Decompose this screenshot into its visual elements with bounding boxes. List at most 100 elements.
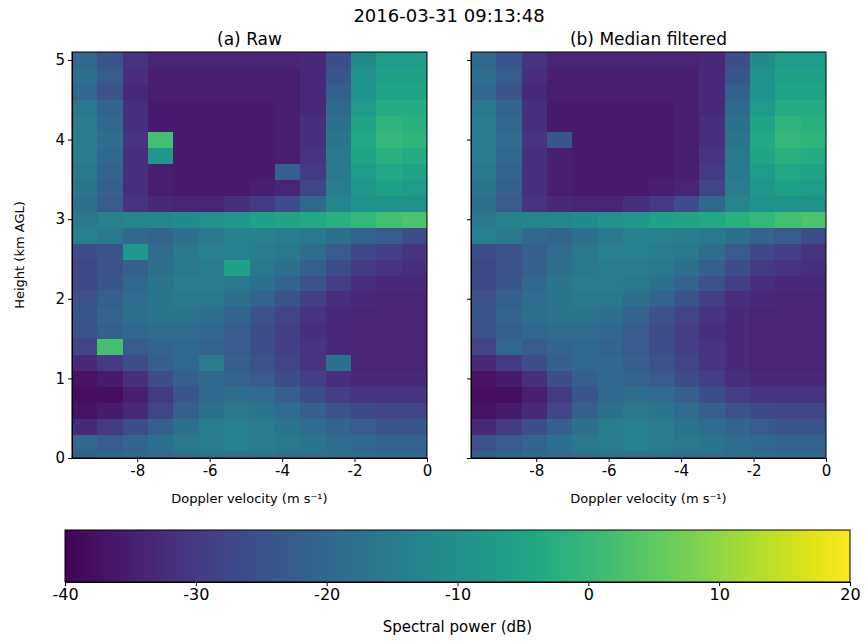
cell bbox=[123, 370, 149, 387]
cell bbox=[572, 179, 598, 196]
cell bbox=[801, 291, 826, 308]
cell bbox=[351, 275, 377, 292]
cell bbox=[351, 148, 377, 165]
cell bbox=[351, 259, 377, 276]
cell bbox=[123, 148, 149, 165]
cell bbox=[72, 116, 98, 133]
cell bbox=[801, 68, 826, 85]
cell bbox=[250, 195, 276, 212]
cell bbox=[199, 211, 225, 228]
cell bbox=[250, 52, 276, 69]
cell bbox=[173, 132, 199, 149]
cell bbox=[97, 116, 123, 133]
cell bbox=[801, 243, 826, 260]
cell bbox=[598, 179, 624, 196]
cell bbox=[801, 323, 826, 340]
cell bbox=[326, 243, 352, 260]
cell bbox=[572, 148, 598, 165]
y-tick-mark bbox=[467, 219, 471, 220]
cell bbox=[522, 275, 548, 292]
cell bbox=[496, 211, 522, 228]
cell bbox=[649, 195, 675, 212]
cell bbox=[173, 402, 199, 419]
cell bbox=[471, 339, 497, 356]
cell bbox=[376, 402, 402, 419]
cell bbox=[173, 116, 199, 133]
cell bbox=[572, 386, 598, 403]
cell bbox=[275, 370, 301, 387]
cell bbox=[300, 68, 326, 85]
cell bbox=[97, 132, 123, 149]
cell bbox=[275, 179, 301, 196]
cell bbox=[300, 402, 326, 419]
cell bbox=[649, 211, 675, 228]
cell bbox=[173, 195, 199, 212]
cell bbox=[275, 434, 301, 451]
cell bbox=[801, 195, 826, 212]
cell bbox=[649, 386, 675, 403]
cell bbox=[522, 355, 548, 372]
cell bbox=[224, 132, 250, 149]
cell bbox=[775, 68, 801, 85]
cell bbox=[173, 259, 199, 276]
cell bbox=[750, 434, 776, 451]
cell bbox=[674, 148, 700, 165]
cell bbox=[547, 68, 573, 85]
cell bbox=[402, 116, 427, 133]
cell bbox=[275, 291, 301, 308]
cell bbox=[522, 84, 548, 101]
cell bbox=[522, 402, 548, 419]
cell bbox=[148, 450, 174, 458]
cell bbox=[351, 307, 377, 324]
cell bbox=[547, 84, 573, 101]
panel-title: (a) Raw bbox=[217, 29, 282, 49]
cell bbox=[750, 275, 776, 292]
cell bbox=[326, 116, 352, 133]
cell bbox=[572, 132, 598, 149]
cell bbox=[572, 370, 598, 387]
cell bbox=[376, 355, 402, 372]
cell bbox=[326, 291, 352, 308]
cell bbox=[775, 275, 801, 292]
cell bbox=[572, 402, 598, 419]
cell bbox=[326, 355, 352, 372]
cell bbox=[649, 227, 675, 244]
cell bbox=[199, 259, 225, 276]
cell bbox=[725, 450, 751, 458]
cell bbox=[623, 259, 649, 276]
cell bbox=[376, 418, 402, 435]
cell bbox=[623, 323, 649, 340]
cell bbox=[148, 243, 174, 260]
cell bbox=[572, 275, 598, 292]
cell bbox=[123, 211, 149, 228]
cell bbox=[623, 52, 649, 69]
x-tick-label: -2 bbox=[747, 462, 762, 480]
cell bbox=[496, 259, 522, 276]
cell bbox=[572, 291, 598, 308]
cell bbox=[471, 148, 497, 165]
cell bbox=[376, 307, 402, 324]
cell bbox=[275, 195, 301, 212]
cell bbox=[148, 434, 174, 451]
cell bbox=[699, 450, 725, 458]
cell bbox=[801, 179, 826, 196]
cell bbox=[173, 148, 199, 165]
cell bbox=[649, 259, 675, 276]
cell bbox=[72, 100, 98, 117]
cell bbox=[300, 163, 326, 180]
cell bbox=[148, 116, 174, 133]
cell bbox=[725, 275, 751, 292]
cell bbox=[674, 163, 700, 180]
cell bbox=[598, 386, 624, 403]
cell bbox=[750, 243, 776, 260]
cell bbox=[598, 291, 624, 308]
cell bbox=[351, 370, 377, 387]
x-axis-line bbox=[73, 458, 428, 459]
cell bbox=[275, 323, 301, 340]
cell bbox=[199, 68, 225, 85]
cell bbox=[275, 68, 301, 85]
cell bbox=[123, 339, 149, 356]
cell bbox=[775, 163, 801, 180]
cell bbox=[224, 211, 250, 228]
cell bbox=[623, 418, 649, 435]
